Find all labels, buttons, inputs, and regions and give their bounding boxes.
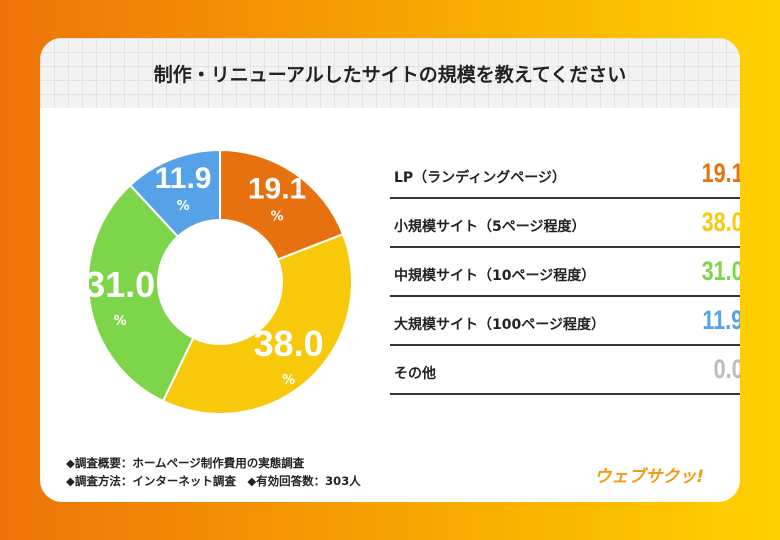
- logo: ウェブサクッ!: [594, 467, 704, 487]
- slice-value-label: 11.9: [155, 162, 212, 195]
- legend: LP（ランディングページ） 19.1% 小規模サイト（5ページ程度） 38.0% 中規模…: [390, 150, 740, 395]
- legend-value: 38.0%: [701, 207, 740, 237]
- slice-unit-label: %: [177, 199, 190, 214]
- donut-slice: [161, 232, 353, 415]
- legend-value: 31.0%: [701, 256, 740, 286]
- legend-value: 0.0%: [713, 354, 740, 384]
- legend-label: 大規模サイト（100ページ程度）: [394, 317, 605, 333]
- legend-value: 11.9%: [702, 305, 740, 335]
- slice-value-label: 31.0: [85, 264, 155, 305]
- legend-row: 中規模サイト（10ページ程度） 31.0%: [390, 248, 740, 297]
- donut-slice: [128, 148, 221, 238]
- slice-value-label: 38.0: [254, 323, 324, 364]
- note-summary: ◆調査概要：ホームページ制作費用の実態調査: [66, 456, 305, 470]
- legend-row: LP（ランディングページ） 19.1%: [390, 150, 740, 199]
- title-bar: 制作・リニューアルしたサイトの規模を教えてください: [40, 38, 740, 108]
- survey-notes: ◆調査概要：ホームページ制作費用の実態調査 ◆調査方法：インターネット調査 ◆有…: [66, 454, 361, 490]
- legend-row: 小規模サイト（5ページ程度） 38.0%: [390, 199, 740, 248]
- donut-slice: [87, 183, 195, 403]
- note-method: ◆調査方法：インターネット調査 ◆有効回答数：303人: [66, 474, 361, 488]
- donut-slice: [219, 148, 345, 261]
- chart-card: 制作・リニューアルしたサイトの規模を教えてください 19.1% 38.0% 31.0…: [40, 38, 740, 502]
- legend-row: その他 0.0%: [390, 346, 740, 395]
- legend-label: その他: [394, 366, 436, 382]
- slice-unit-label: %: [271, 210, 284, 225]
- legend-value: 19.1%: [701, 158, 740, 188]
- slice-unit-label: %: [282, 373, 295, 388]
- legend-row: 大規模サイト（100ページ程度） 11.9%: [390, 297, 740, 346]
- legend-label: LP（ランディングページ）: [394, 170, 566, 186]
- slice-value-label: 19.1: [248, 173, 306, 206]
- slice-unit-label: %: [114, 314, 127, 329]
- legend-label: 中規模サイト（10ページ程度）: [394, 268, 596, 284]
- legend-label: 小規模サイト（5ページ程度）: [394, 219, 586, 235]
- chart-title: 制作・リニューアルしたサイトの規模を教えてください: [153, 63, 627, 86]
- donut-chart: 19.1% 38.0% 31.0% 11.9%: [85, 148, 353, 415]
